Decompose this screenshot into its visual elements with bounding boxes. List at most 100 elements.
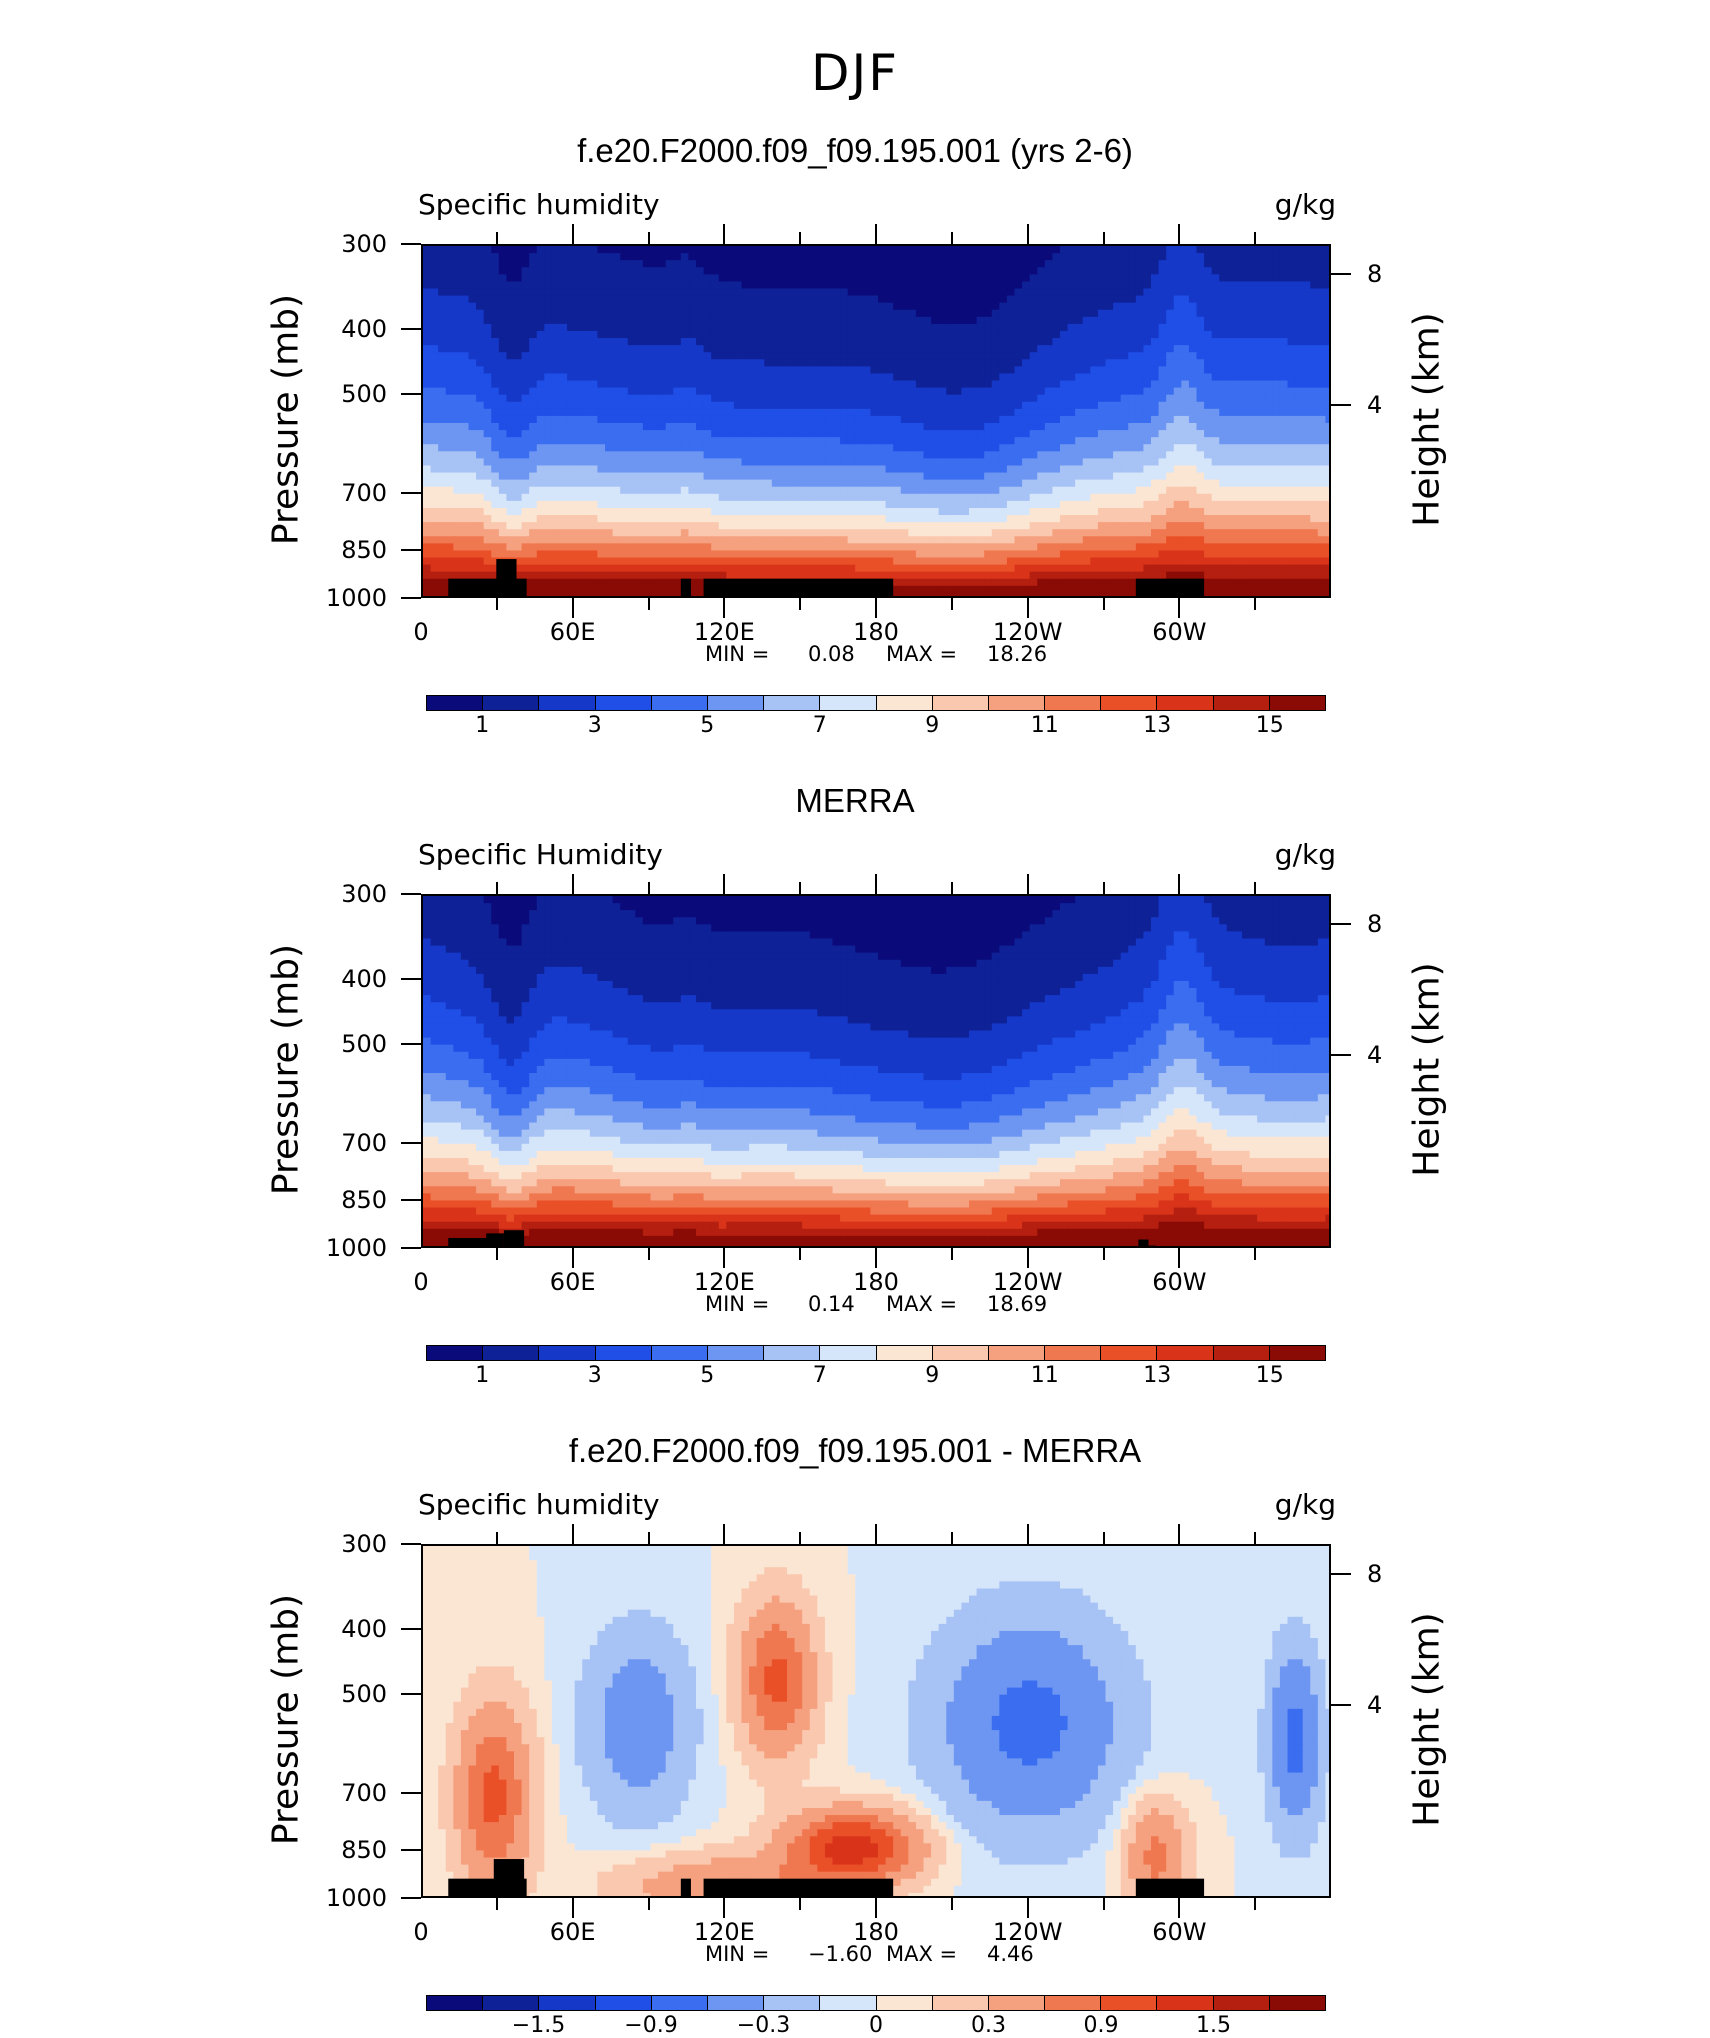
contour-cell — [1090, 267, 1099, 275]
contour-cell — [491, 437, 500, 445]
contour-cell — [1113, 430, 1122, 438]
contour-cell — [1044, 295, 1054, 304]
contour-cell — [1242, 515, 1251, 523]
contour-cell — [438, 479, 447, 488]
contour-cell — [551, 401, 561, 410]
contour-cell — [756, 394, 765, 403]
contour-cell — [969, 465, 978, 474]
contour-cell — [476, 486, 485, 495]
contour-cell — [847, 338, 856, 346]
contour-cell — [976, 380, 985, 389]
contour-cell — [1264, 345, 1273, 353]
contour-cell — [946, 423, 955, 431]
contour-cell — [718, 401, 727, 410]
contour-cell — [1173, 472, 1182, 481]
contour-cell — [597, 253, 606, 261]
contour-cell — [749, 507, 758, 516]
contour-cell — [688, 302, 697, 311]
contour-cell — [1249, 493, 1258, 502]
contour-cell — [787, 458, 796, 467]
contour-cell — [1143, 373, 1152, 382]
contour-cell — [1128, 267, 1137, 275]
contour-cell — [506, 253, 515, 261]
contour-cell — [620, 536, 629, 544]
contour-cell — [597, 451, 606, 459]
contour-cell — [900, 281, 909, 290]
contour-cell — [696, 274, 705, 282]
contour-cell — [597, 387, 606, 396]
contour-cell — [1082, 267, 1091, 275]
contour-cell — [460, 338, 470, 346]
contour-cell — [885, 472, 894, 481]
contour-cell — [696, 472, 705, 481]
contour-cell — [1242, 274, 1251, 282]
contour-cell — [984, 380, 993, 389]
contour-cell — [635, 352, 644, 360]
contour-cell — [460, 522, 470, 530]
contour-cell — [862, 522, 872, 530]
contour-cell — [915, 444, 925, 452]
contour-cell — [658, 260, 667, 268]
contour-cell — [794, 507, 803, 516]
contour-cell — [445, 493, 454, 502]
contour-cell — [1037, 423, 1046, 431]
contour-cell — [1302, 472, 1311, 481]
contour-cell — [642, 394, 652, 403]
contour-cell — [840, 281, 849, 290]
contour-cell — [1249, 529, 1258, 537]
contour-cell — [627, 493, 636, 502]
contour-cell — [946, 493, 955, 502]
contour-cell — [1279, 352, 1289, 360]
contour-cell — [1067, 295, 1076, 304]
contour-cell — [1082, 253, 1091, 261]
contour-cell — [771, 451, 781, 459]
contour-cell — [1188, 465, 1198, 474]
contour-cell — [1022, 359, 1031, 367]
contour-cell — [597, 345, 606, 353]
contour-cell — [824, 253, 834, 261]
contour-cell — [953, 493, 963, 502]
contour-cell — [1037, 472, 1046, 481]
contour-cell — [1158, 345, 1167, 353]
contour-cell — [551, 373, 561, 382]
contour-cell — [794, 536, 803, 544]
contour-cell — [491, 507, 500, 516]
contour-cell — [946, 500, 955, 509]
contour-cell — [620, 437, 629, 445]
contour-cell — [900, 423, 909, 431]
contour-cell — [506, 529, 515, 537]
contour-cell — [665, 380, 674, 389]
contour-cell — [491, 408, 500, 417]
contour-cell — [453, 366, 462, 375]
contour-cell — [870, 380, 879, 389]
contour-cell — [1135, 507, 1145, 516]
contour-cell — [1188, 437, 1198, 445]
contour-cell — [1302, 295, 1311, 304]
contour-cell — [771, 281, 781, 290]
contour-cell — [582, 387, 591, 396]
contour-cell — [1105, 479, 1114, 488]
contour-cell — [1287, 323, 1296, 332]
contour-cell — [1204, 295, 1213, 304]
contour-cell — [529, 366, 538, 375]
contour-cell — [1151, 373, 1160, 382]
contour-cell — [1226, 465, 1236, 474]
contour-cell — [688, 373, 697, 382]
contour-cell — [567, 408, 576, 417]
contour-cell — [1044, 366, 1054, 375]
contour-cell — [665, 338, 674, 346]
contour-cell — [817, 323, 826, 332]
contour-cell — [438, 401, 447, 410]
contour-cell — [840, 394, 849, 403]
contour-cell — [741, 465, 750, 474]
contour-cell — [824, 507, 834, 516]
contour-cell — [862, 536, 872, 544]
contour-cell — [726, 500, 735, 509]
contour-cell — [567, 309, 576, 318]
contour-cell — [1173, 253, 1182, 261]
contour-cell — [1188, 500, 1198, 509]
contour-cell — [498, 451, 508, 459]
contour-cell — [915, 267, 925, 275]
contour-cell — [1075, 253, 1084, 261]
contour-cell — [756, 253, 765, 261]
